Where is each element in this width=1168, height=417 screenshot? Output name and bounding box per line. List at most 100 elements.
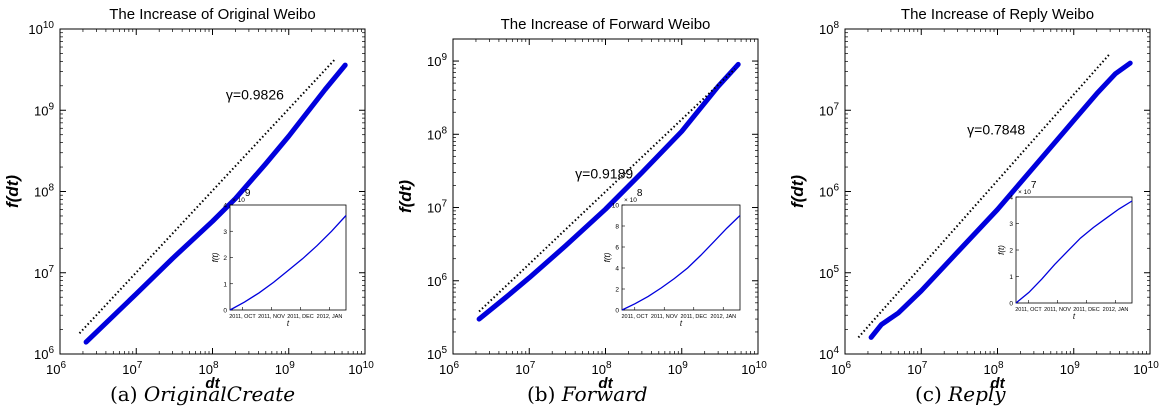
- caption-name: Reply: [948, 382, 1006, 406]
- inset-x-axis-label: t: [680, 319, 683, 328]
- inset-y-tick-label: 3: [223, 229, 227, 236]
- y-tick-label: 107: [819, 101, 839, 118]
- y-tick-label: 108: [819, 20, 839, 37]
- plot-frame: [844, 28, 1151, 355]
- inset-y-tick-label: 8: [615, 224, 619, 231]
- series-line: [83, 62, 348, 345]
- inset-x-tick-label: 2011, DEC: [1073, 307, 1100, 313]
- inset-x-tick-label: 2011, NOV: [1044, 307, 1071, 313]
- caption-label: (b): [527, 382, 556, 406]
- y-tick-label: 108: [427, 125, 447, 142]
- x-axis-label: dt: [205, 375, 220, 392]
- x-tick-label: 108: [198, 360, 218, 377]
- inset-y-multiplier: × 108: [624, 188, 643, 204]
- caption-b: (b) Forward: [527, 382, 648, 406]
- inset-y-tick-label: 2: [223, 255, 227, 262]
- inset-x-tick-label: 2011, OCT: [229, 314, 256, 320]
- inset-y-axis-label: f(t): [997, 245, 1006, 255]
- y-axis-label: f(dt): [788, 175, 807, 208]
- y-tick-label: 106: [819, 183, 839, 200]
- inset-y-multiplier: × 107: [1018, 180, 1037, 196]
- x-tick-label: 106: [831, 360, 851, 377]
- inset-x-tick-label: 2011, OCT: [622, 314, 649, 320]
- caption-name: OriginalCreate: [143, 382, 296, 406]
- y-tick-label: 105: [427, 345, 447, 362]
- inset-y-tick-label: 3: [1009, 221, 1013, 228]
- caption-name: Forward: [561, 382, 648, 406]
- inset-x-axis-label: t: [1073, 312, 1076, 321]
- y-tick-label: 106: [427, 272, 447, 289]
- inset-y-tick-label: 2: [1009, 248, 1013, 255]
- inset-y-axis-label: f(t): [211, 252, 220, 262]
- x-tick-label: 1010: [1133, 360, 1159, 377]
- inset-x-tick-label: 2011, OCT: [1015, 307, 1042, 313]
- y-axis-label: f(dt): [396, 180, 415, 213]
- y-tick-label: 109: [34, 101, 54, 118]
- inset-y-tick-label: 4: [223, 203, 227, 210]
- caption-a: (a) OriginalCreate: [110, 382, 295, 406]
- inset-y-multiplier: × 109: [232, 188, 251, 204]
- gamma-annotation: γ=0.9826: [226, 87, 284, 103]
- y-tick-label: 105: [819, 264, 839, 281]
- series-line: [476, 61, 741, 322]
- inset-frame: [621, 204, 741, 311]
- caption-c: (c) Reply: [915, 382, 1006, 406]
- inset-chart: 0 1 2 3 4 × 107 2011, OCT 2011, NOV 2011, DEC 201…: [997, 180, 1133, 321]
- inset-y-tick-label: 0: [615, 308, 619, 315]
- chart-title: The Increase of Forward Weibo: [501, 16, 711, 33]
- inset-y-tick-label: 1: [1009, 274, 1013, 281]
- x-tick-label: 106: [439, 360, 459, 377]
- x-axis-label: dt: [598, 375, 613, 392]
- y-tick-label: 107: [34, 264, 54, 281]
- y-tick-label: 1010: [28, 20, 54, 37]
- inset-x-tick-label: 2011, NOV: [258, 314, 285, 320]
- inset-series-line: [229, 215, 347, 311]
- inset-chart: 0 1 2 3 4 × 109 2011, OCT 2011, NOV 2011, DEC 201…: [211, 188, 347, 328]
- caption-label: (c): [915, 382, 942, 406]
- x-tick-label: 106: [46, 360, 66, 377]
- x-tick-label: 107: [122, 360, 142, 377]
- x-tick-label: 108: [591, 360, 611, 377]
- inset-series-line: [621, 215, 741, 311]
- y-tick-label: 108: [34, 183, 54, 200]
- x-tick-label: 109: [668, 360, 688, 377]
- chart-title: The Increase of Original Weibo: [109, 6, 316, 23]
- chart-title: The Increase of Reply Weibo: [901, 6, 1094, 23]
- x-axis-label: dt: [990, 375, 1005, 392]
- x-tick-label: 108: [983, 360, 1003, 377]
- x-tick-label: 1010: [741, 360, 767, 377]
- inset-y-tick-label: 1: [223, 281, 227, 288]
- x-tick-label: 109: [275, 360, 295, 377]
- inset-y-tick-label: 6: [615, 245, 619, 252]
- x-tick-label: 1010: [348, 360, 374, 377]
- y-tick-label: 107: [427, 199, 447, 216]
- inset-x-tick-label: 2012, JAN: [710, 314, 736, 320]
- inset-y-tick-label: 2: [615, 287, 619, 294]
- y-tick-label: 104: [819, 345, 839, 362]
- series-line: [868, 60, 1133, 340]
- inset-y-tick-label: 0: [1009, 301, 1013, 308]
- inset-chart: 0 2 4 6 8 10 × 108 2011, OCT 2011, NOV 2011, DEC 2…: [603, 188, 741, 328]
- inset-x-tick-label: 2012, JAN: [1103, 307, 1129, 313]
- inset-x-tick-label: 2011, DEC: [681, 314, 708, 320]
- inset-frame: [229, 204, 347, 311]
- y-tick-label: 106: [34, 345, 54, 362]
- gamma-annotation: γ=0.9189: [575, 165, 633, 181]
- inset-y-tick-label: 10: [612, 203, 620, 210]
- inset-y-tick-label: 4: [1009, 195, 1013, 202]
- x-tick-label: 107: [907, 360, 927, 377]
- y-axis-label: f(dt): [3, 175, 22, 208]
- x-tick-label: 109: [1060, 360, 1080, 377]
- inset-y-tick-label: 4: [615, 266, 619, 273]
- inset-x-tick-label: 2011, NOV: [651, 314, 678, 320]
- y-tick-label: 109: [427, 52, 447, 69]
- inset-x-axis-label: t: [287, 319, 290, 328]
- inset-series-line: [1015, 200, 1133, 304]
- inset-x-tick-label: 2011, DEC: [287, 314, 314, 320]
- inset-y-tick-label: 0: [223, 308, 227, 315]
- gamma-annotation: γ=0.7848: [967, 122, 1025, 138]
- caption-label: (a): [110, 382, 138, 406]
